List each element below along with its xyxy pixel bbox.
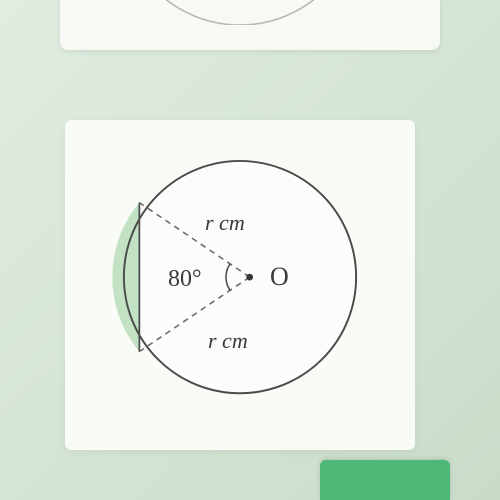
green-accent-block: [320, 460, 450, 500]
center-label: O: [270, 262, 289, 292]
center-dot: [246, 274, 253, 281]
angle-label: 80°: [168, 266, 202, 293]
previous-diagram-fragment: [110, 0, 370, 25]
page-background: r cm r cm 80° O: [0, 0, 500, 500]
circle-segment-diagram: [90, 130, 390, 430]
radius-label-lower: r cm: [208, 328, 248, 354]
radius-label-upper: r cm: [205, 210, 245, 236]
